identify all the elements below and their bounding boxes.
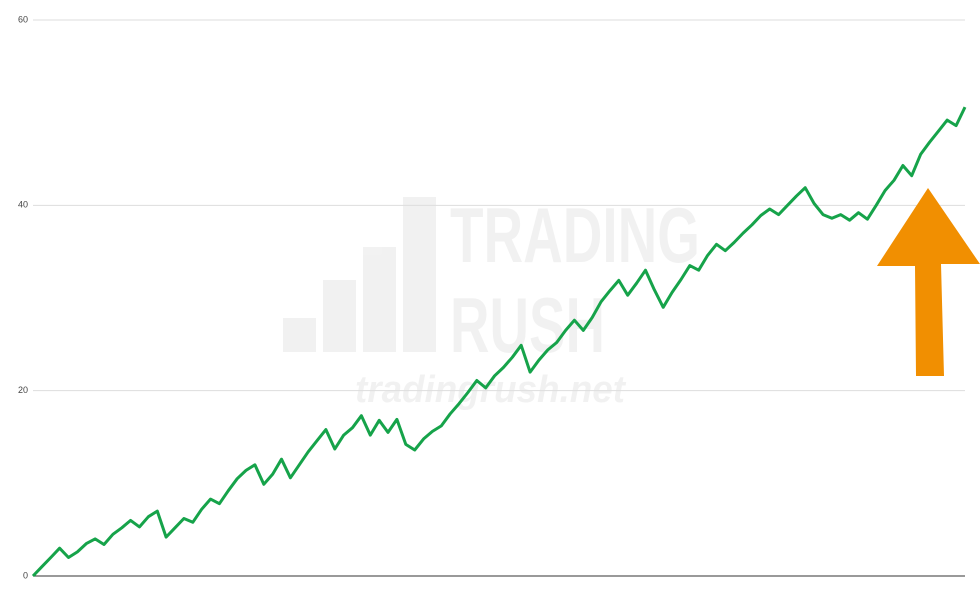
y-tick-label: 0 bbox=[23, 570, 28, 580]
data-line bbox=[31, 106, 967, 578]
up-arrow bbox=[877, 188, 980, 376]
plot: 0 20 40 60 bbox=[18, 14, 967, 580]
y-tick-label: 60 bbox=[18, 14, 28, 24]
watermark-url: tradingrush.net bbox=[355, 369, 626, 411]
y-tick-label: 40 bbox=[18, 200, 28, 210]
y-tick-label: 20 bbox=[18, 385, 28, 395]
watermark-text: RUSH bbox=[450, 281, 605, 369]
watermark-text: TRADING bbox=[450, 191, 700, 279]
watermark-logo bbox=[283, 197, 436, 352]
